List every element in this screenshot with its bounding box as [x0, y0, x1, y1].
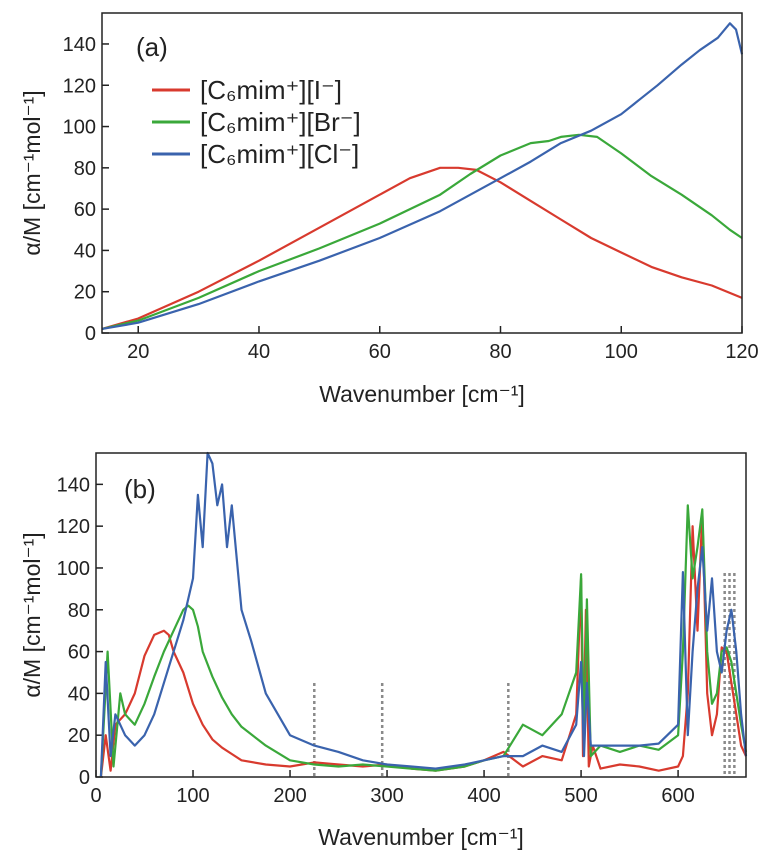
- panel-b-series-0: [99, 510, 747, 778]
- panel-b-xtick-label: 300: [370, 785, 403, 807]
- panel-b: 0 100 200 300 400 500 600 0 20 40 60 80 100 120 140 (b…: [19, 451, 748, 850]
- panel-a-series-2: [101, 22, 744, 330]
- panel-a-ytick-label: 120: [63, 75, 96, 97]
- panel-b-ytick-label: 80: [68, 600, 90, 622]
- panel-b-xlabel: Wavenumber [cm⁻¹]: [318, 824, 524, 850]
- panel-b-ytick-label: 20: [68, 725, 90, 747]
- panel-a-plot-frame: [101, 12, 743, 334]
- panel-b-xtick-label: 600: [661, 785, 694, 807]
- panel-b-series-1: [99, 504, 748, 778]
- panel-a-xlabel: Wavenumber [cm⁻¹]: [319, 381, 525, 407]
- panel-a-xtick-label: 60: [369, 341, 391, 363]
- panel-a-series: [101, 22, 744, 330]
- panel-a-ytick-label: 40: [74, 240, 96, 262]
- panel-b-ytick-label: 100: [57, 558, 90, 580]
- panel-a-ytick-label: 100: [63, 117, 96, 139]
- panel-a-ytick-label: 20: [74, 282, 96, 304]
- panel-a-series-1: [101, 133, 743, 330]
- panel-b-ytick-label: 140: [57, 474, 90, 496]
- panel-b-xtick-label: 0: [90, 785, 101, 807]
- panel-b-marker-lines: [313, 573, 736, 777]
- panel-a: 20 40 60 80 100 120 0 20 40 60 80 100 120 140 (a) Wav…: [19, 12, 759, 407]
- panel-a-xtick-label: 40: [248, 341, 270, 363]
- panel-a-label: (a): [136, 32, 168, 62]
- panel-a-ytick-label: 80: [74, 158, 96, 180]
- panel-b-ytick-label: 40: [68, 683, 90, 705]
- panel-a-xtick-label: 100: [605, 341, 638, 363]
- panel-b-xtick-label: 100: [176, 785, 209, 807]
- panel-a-ytick-label: 0: [85, 323, 96, 345]
- panel-a-ticks: 20 40 60 80 100 120 0 20 40 60 80 100 120 140: [63, 34, 759, 363]
- panel-a-xtick-label: 120: [725, 341, 758, 363]
- panel-a-ytick-label: 140: [63, 34, 96, 56]
- panel-b-ytick-label: 0: [79, 767, 90, 789]
- panel-b-plot-frame: [95, 452, 747, 778]
- panel-b-series: [99, 451, 748, 778]
- panel-b-ytick-label: 120: [57, 516, 90, 538]
- panel-b-ytick-label: 60: [68, 642, 90, 664]
- panel-b-label: (b): [124, 474, 156, 504]
- legend-label-iodide: [C₆mim⁺][I⁻]: [200, 75, 342, 105]
- panel-a-ylabel: α/M [cm⁻¹mol⁻¹]: [19, 90, 45, 255]
- panel-b-ylabel: α/M [cm⁻¹mol⁻¹]: [19, 532, 45, 697]
- panel-b-series-2: [99, 451, 748, 778]
- legend-label-chloride: [C₆mim⁺][Cl⁻]: [200, 139, 359, 169]
- panel-b-xtick-label: 500: [564, 785, 597, 807]
- panel-a-xtick-label: 20: [127, 341, 149, 363]
- panel-a-ytick-label: 60: [74, 199, 96, 221]
- panel-b-xtick-label: 400: [467, 785, 500, 807]
- panel-b-xtick-label: 200: [273, 785, 306, 807]
- panel-a-legend: [C₆mim⁺][I⁻] [C₆mim⁺][Br⁻] [C₆mim⁺][Cl⁻]: [152, 75, 361, 169]
- panel-b-ticks: 0 100 200 300 400 500 600 0 20 40 60 80 100 120 140: [57, 474, 695, 807]
- panel-a-xtick-label: 80: [489, 341, 511, 363]
- legend-label-bromide: [C₆mim⁺][Br⁻]: [200, 107, 361, 137]
